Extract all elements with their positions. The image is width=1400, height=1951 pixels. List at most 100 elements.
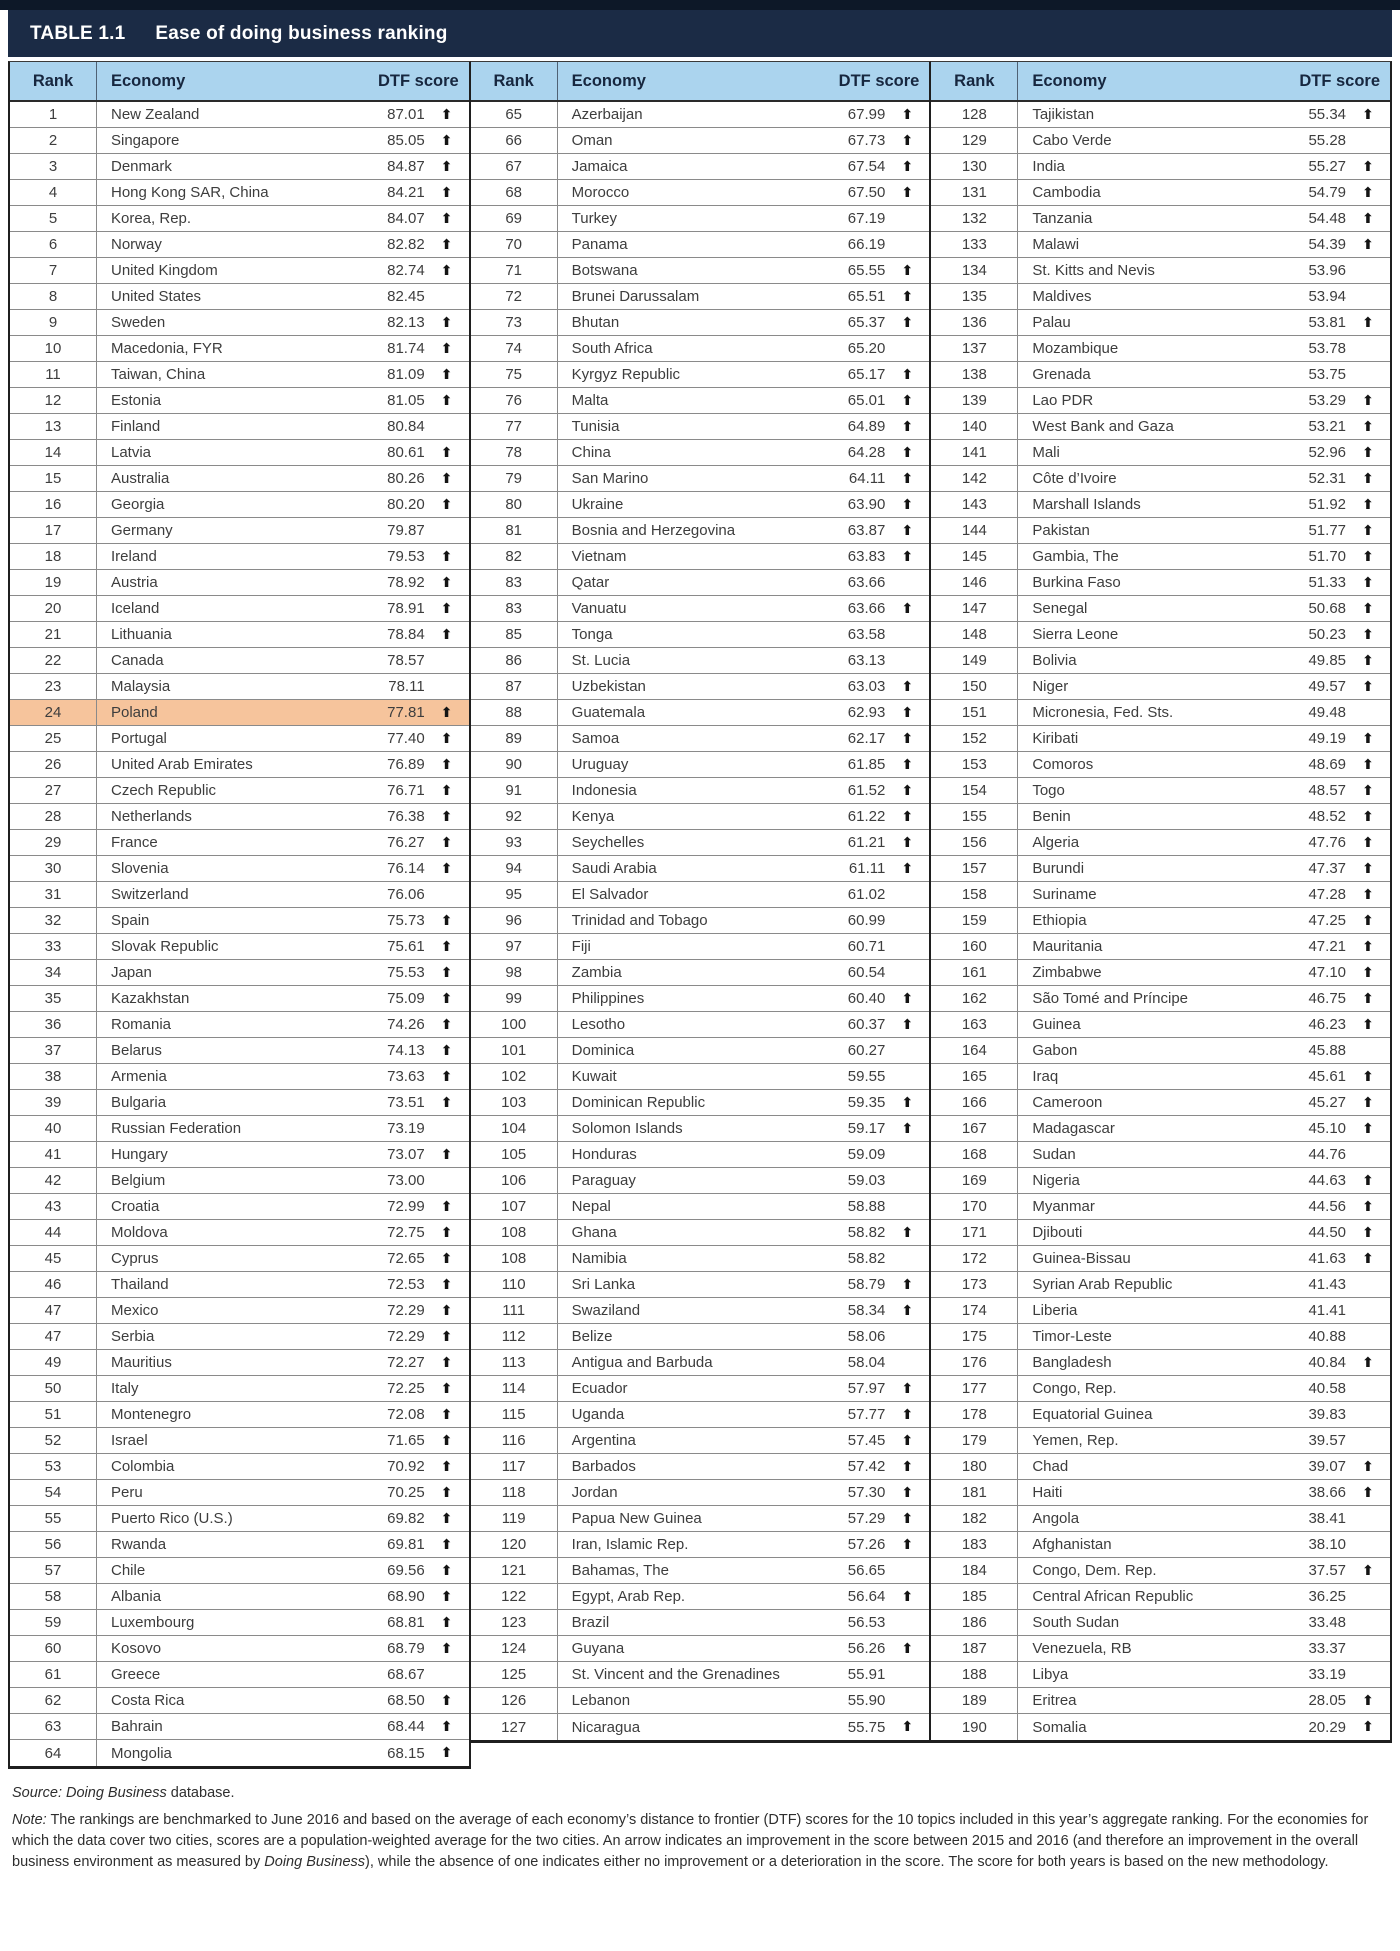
table-row: 99 Philippines 60.40 ⬆ (470, 986, 930, 1012)
economy-cell: Zimbabwe (1032, 964, 1102, 981)
no-arrow-cell (425, 648, 469, 673)
score-cell: 57.29 (847, 1510, 886, 1527)
economy-cell: Finland (111, 418, 161, 435)
economy-cell: Samoa (571, 730, 620, 747)
rank-cell: 51 (10, 1402, 97, 1427)
economy-cell: Uzbekistan (571, 678, 646, 695)
score-cell: 80.84 (387, 418, 425, 435)
economy-cell: Mongolia (111, 1744, 172, 1762)
score-cell: 72.29 (387, 1302, 425, 1319)
economy-cell: India (1032, 158, 1065, 175)
score-cell: 68.50 (387, 1692, 425, 1709)
rank-cell: 180 (931, 1454, 1019, 1479)
rank-cell: 89 (471, 726, 558, 751)
rank-cell: 104 (471, 1116, 558, 1141)
no-arrow-cell (885, 1662, 929, 1687)
score-cell: 77.81 (387, 704, 425, 721)
rank-cell: 99 (471, 986, 558, 1011)
economy-cell: Malaysia (111, 678, 171, 695)
table-row: 17 Germany 79.87 (10, 518, 469, 544)
rank-cell: 169 (931, 1168, 1019, 1193)
table-row: 52 Israel 71.65 ⬆ (10, 1428, 469, 1454)
rank-cell: 53 (10, 1454, 97, 1479)
improvement-arrow-icon: ⬆ (1362, 158, 1374, 175)
rank-cell: 29 (10, 830, 97, 855)
score-cell: 44.76 (1308, 1146, 1347, 1163)
score-cell: 48.69 (1308, 756, 1347, 773)
rank-cell: 16 (10, 492, 97, 517)
improvement-arrow-icon: ⬆ (1362, 1354, 1374, 1371)
table-row: 19 Austria 78.92 ⬆ (10, 570, 469, 596)
improvement-arrow-icon: ⬆ (440, 470, 453, 487)
economy-cell: Canada (111, 652, 164, 669)
no-arrow-cell (1346, 284, 1390, 309)
improvement-arrow-icon: ⬆ (440, 1562, 453, 1579)
score-cell: 77.40 (387, 730, 425, 747)
rank-cell: 108 (471, 1246, 558, 1271)
improvement-arrow-icon: ⬆ (1362, 1692, 1374, 1709)
economy-cell: France (111, 834, 158, 851)
rank-cell: 126 (471, 1688, 558, 1713)
improvement-arrow-icon: ⬆ (1362, 964, 1374, 981)
economy-cell: Iran, Islamic Rep. (571, 1536, 689, 1553)
economy-cell: Ghana (571, 1224, 617, 1241)
rank-cell: 143 (931, 492, 1019, 517)
score-cell: 72.99 (387, 1198, 425, 1215)
table-row: 151 Micronesia, Fed. Sts. 49.48 (931, 700, 1391, 726)
improvement-arrow-icon: ⬆ (901, 496, 914, 513)
improvement-arrow-icon: ⬆ (901, 704, 914, 721)
rank-cell: 158 (931, 882, 1019, 907)
table-row: 127 Nicaragua 55.75 ⬆ (471, 1714, 930, 1740)
economy-cell: South Sudan (1032, 1614, 1120, 1631)
economy-cell: Guatemala (571, 704, 646, 721)
economy-cell: Nepal (571, 1198, 611, 1215)
no-arrow-cell (885, 622, 929, 647)
rank-cell: 123 (471, 1610, 558, 1635)
rank-cell: 35 (10, 986, 97, 1011)
economy-cell: Chile (111, 1562, 146, 1579)
rank-cell: 120 (471, 1532, 558, 1557)
table-row: 74 South Africa 65.20 (470, 336, 930, 362)
economy-cell: Belarus (111, 1042, 162, 1059)
rank-cell: 137 (931, 336, 1019, 361)
rank-cell: 20 (10, 596, 97, 621)
score-cell: 55.27 (1308, 158, 1347, 175)
rank-cell: 83 (471, 596, 558, 621)
rank-cell: 62 (10, 1688, 97, 1713)
improvement-arrow-icon: ⬆ (440, 1406, 453, 1423)
rank-cell: 50 (10, 1376, 97, 1401)
score-cell: 63.83 (847, 548, 886, 565)
economy-cell: Switzerland (111, 886, 189, 903)
score-cell: 72.75 (387, 1224, 425, 1241)
rank-cell: 65 (471, 102, 558, 127)
rank-cell: 163 (931, 1012, 1019, 1037)
rank-cell: 140 (931, 414, 1019, 439)
improvement-arrow-icon: ⬆ (901, 1302, 914, 1319)
rank-cell: 37 (10, 1038, 97, 1063)
table-row: 118 Jordan 57.30 ⬆ (470, 1480, 930, 1506)
improvement-arrow-icon: ⬆ (1362, 1224, 1374, 1241)
economy-cell: Georgia (111, 496, 165, 513)
score-cell: 78.84 (387, 626, 425, 643)
score-cell: 68.81 (387, 1614, 425, 1631)
economy-cell: Mauritania (1032, 938, 1103, 955)
rank-cell: 152 (931, 726, 1019, 751)
table-row: 113 Antigua and Barbuda 58.04 (470, 1350, 930, 1376)
score-cell: 58.82 (847, 1224, 886, 1241)
economy-cell: Romania (111, 1016, 172, 1033)
rank-cell: 167 (931, 1116, 1019, 1141)
rank-cell: 33 (10, 934, 97, 959)
improvement-arrow-icon: ⬆ (440, 860, 453, 877)
table-row: 23 Malaysia 78.11 (10, 674, 469, 700)
table-row: 164 Gabon 45.88 (931, 1038, 1391, 1064)
improvement-arrow-icon: ⬆ (440, 600, 453, 617)
economy-cell: St. Kitts and Nevis (1032, 262, 1155, 279)
improvement-arrow-icon: ⬆ (1362, 210, 1374, 227)
economy-cell: Niger (1032, 678, 1069, 695)
table-row: 35 Kazakhstan 75.09 ⬆ (10, 986, 469, 1012)
economy-cell: Dominican Republic (571, 1094, 706, 1111)
table-row: 18 Ireland 79.53 ⬆ (10, 544, 469, 570)
economy-cell: Argentina (571, 1432, 636, 1449)
table-row: 89 Samoa 62.17 ⬆ (470, 726, 930, 752)
economy-cell: Paraguay (571, 1172, 636, 1189)
